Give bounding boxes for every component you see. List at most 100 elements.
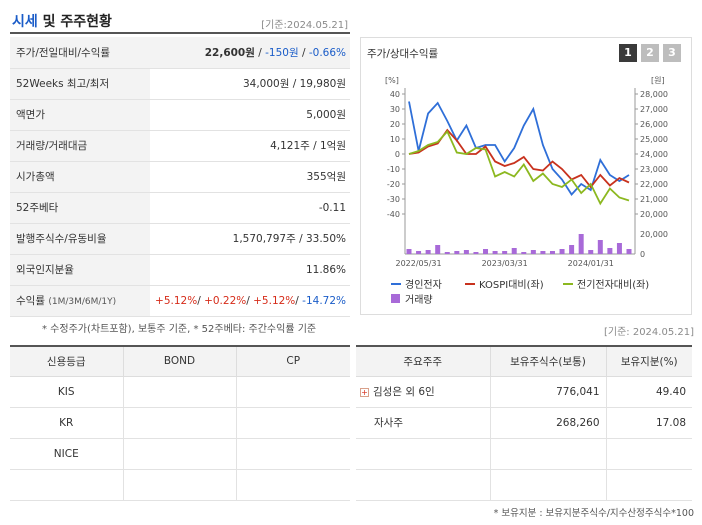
volume-bar xyxy=(578,234,584,254)
volume-bar xyxy=(483,249,489,254)
price-change: -150원 xyxy=(265,46,299,59)
holder-name xyxy=(356,469,491,501)
base-date: [기준:2024.05.21] xyxy=(261,20,348,31)
info-row-beta: 52주베타 -0.11 xyxy=(10,192,350,224)
x-tick-label: 2023/03/31 xyxy=(482,259,528,268)
right-tick-label: 27,000 xyxy=(640,105,668,114)
info-value: -0.11 xyxy=(150,192,350,224)
holder-name-cell[interactable]: + 김성은 외 6인 xyxy=(356,376,491,408)
volume-bar xyxy=(425,250,431,254)
right-tick-label: 24,000 xyxy=(640,150,668,159)
legend-label-s2: KOSPI대비(좌) xyxy=(479,279,544,291)
cp-cell xyxy=(236,376,350,408)
info-row-market-cap: 시가총액 355억원 xyxy=(10,161,350,193)
table-row xyxy=(356,469,692,501)
left-tick-label: 0 xyxy=(395,150,400,159)
agency-cell: KIS xyxy=(10,376,124,408)
current-price: 22,600원 xyxy=(204,46,255,59)
col-header-pct: 보유지분(%) xyxy=(606,346,692,377)
x-tick-label: 2022/05/31 xyxy=(396,259,442,268)
cp-cell xyxy=(236,438,350,470)
info-label: 52Weeks 최고/최저 xyxy=(10,68,150,100)
info-value: +5.12%/ +0.22%/ +5.12%/ -14.72% xyxy=(150,285,350,317)
chart-button-3[interactable]: 3 xyxy=(663,44,681,62)
volume-bar xyxy=(588,250,594,254)
holder-pct: 17.08 xyxy=(606,407,692,439)
volume-bar xyxy=(416,251,422,254)
footnote-holders: * 보유지분 : 보유지분주식수/지수산정주식수*100 xyxy=(493,508,694,519)
info-row-price: 주가/전일대비/수익률 22,600원 / -150원 / -0.66% xyxy=(10,37,350,69)
info-row-52weeks: 52Weeks 최고/최저 34,000원 / 19,980원 xyxy=(10,68,350,100)
info-row-foreign: 외국인지분율 11.86% xyxy=(10,254,350,286)
returns-label: 수익률 xyxy=(16,295,45,307)
volume-bar xyxy=(569,245,575,254)
holder-shares xyxy=(490,438,607,470)
chart-legend: 경인전자 KOSPI대비(좌) 전기전자대비(좌) 거래량 xyxy=(391,278,649,306)
bond-cell xyxy=(123,438,237,470)
info-row-returns: 수익률 (1M/3M/6M/1Y) +5.12%/ +0.22%/ +5.12%… xyxy=(10,285,350,317)
chart-button-1[interactable]: 1 xyxy=(619,44,637,62)
price-info-table: 주가/전일대비/수익률 22,600원 / -150원 / -0.66% 52W… xyxy=(10,37,350,317)
col-header-bond: BOND xyxy=(123,346,237,377)
legend-label-s4: 거래량 xyxy=(405,294,433,306)
holder-pct xyxy=(606,469,692,501)
table-row: KIS xyxy=(10,376,350,408)
x-tick-label: 2024/01/31 xyxy=(568,259,614,268)
info-label: 주가/전일대비/수익률 xyxy=(10,37,150,69)
volume-bar xyxy=(444,252,450,254)
page-title: 시세 및 주주현황 xyxy=(12,11,112,31)
bond-cell xyxy=(123,376,237,408)
agency-cell: NICE xyxy=(10,438,124,470)
holder-pct xyxy=(606,438,692,470)
volume-bar xyxy=(559,249,565,254)
major-shareholders-table: 주요주주 보유주식수(보통) 보유지분(%) + 김성은 외 6인 776,041… xyxy=(356,345,692,501)
chart-button-2[interactable]: 2 xyxy=(641,44,659,62)
separator: / xyxy=(295,294,303,307)
volume-bar xyxy=(616,243,622,254)
separator: / xyxy=(298,46,309,59)
title-accent: 시세 xyxy=(12,14,38,30)
plus-icon[interactable]: + xyxy=(360,387,369,397)
series-line-3 xyxy=(408,129,630,206)
volume-tick-label: 0 xyxy=(640,250,645,259)
info-value: 11.86% xyxy=(150,254,350,286)
right-tick-label: 26,000 xyxy=(640,120,668,129)
info-value: 22,600원 / -150원 / -0.66% xyxy=(150,37,350,69)
chart-period-buttons: 1 2 3 xyxy=(619,44,681,62)
legend-swatch-s4 xyxy=(391,294,400,303)
volume-bar xyxy=(406,249,412,254)
left-tick-label: -40 xyxy=(387,210,400,219)
volume-bar xyxy=(473,252,479,254)
separator: / xyxy=(246,294,254,307)
left-unit: [%] xyxy=(385,76,399,85)
info-label: 시가총액 xyxy=(10,161,150,193)
table-header-row: 주요주주 보유주식수(보통) 보유지분(%) xyxy=(356,346,692,377)
returns-label-sub: (1M/3M/6M/1Y) xyxy=(48,297,117,307)
volume-bar xyxy=(626,249,632,254)
volume-bar xyxy=(549,251,555,254)
left-tick-label: 20 xyxy=(390,120,400,129)
holder-name xyxy=(356,438,491,470)
table-header-row: 신용등급 BOND CP xyxy=(10,346,350,377)
cp-cell xyxy=(236,469,350,501)
info-row-volume: 거래량/거래대금 4,121주 / 1억원 xyxy=(10,130,350,162)
holder-shares: 268,260 xyxy=(490,407,607,439)
left-tick-label: 30 xyxy=(390,105,400,114)
right-unit: [원] xyxy=(651,76,665,85)
left-tick-label: -20 xyxy=(387,180,400,189)
bond-cell xyxy=(123,469,237,501)
holder-pct: 49.40 xyxy=(606,376,692,408)
legend-label-s1: 경인전자 xyxy=(405,278,442,291)
volume-bar xyxy=(492,251,498,254)
holder-shares: 776,041 xyxy=(490,376,607,408)
table-row: NICE xyxy=(10,438,350,470)
info-label: 외국인지분율 xyxy=(10,254,150,286)
info-label: 수익률 (1M/3M/6M/1Y) xyxy=(10,285,150,317)
agency-cell: KR xyxy=(10,407,124,439)
info-label: 거래량/거래대금 xyxy=(10,130,150,162)
info-row-par: 액면가 5,000원 xyxy=(10,99,350,131)
footnote-price: * 수정주가(차트포함), 보통주 기준, * 52주베타: 주간수익률 기준 xyxy=(42,324,317,335)
section-header: 시세 및 주주현황 [기준:2024.05.21] xyxy=(10,8,350,34)
volume-bar xyxy=(511,248,517,254)
right-tick-label: 23,000 xyxy=(640,165,668,174)
